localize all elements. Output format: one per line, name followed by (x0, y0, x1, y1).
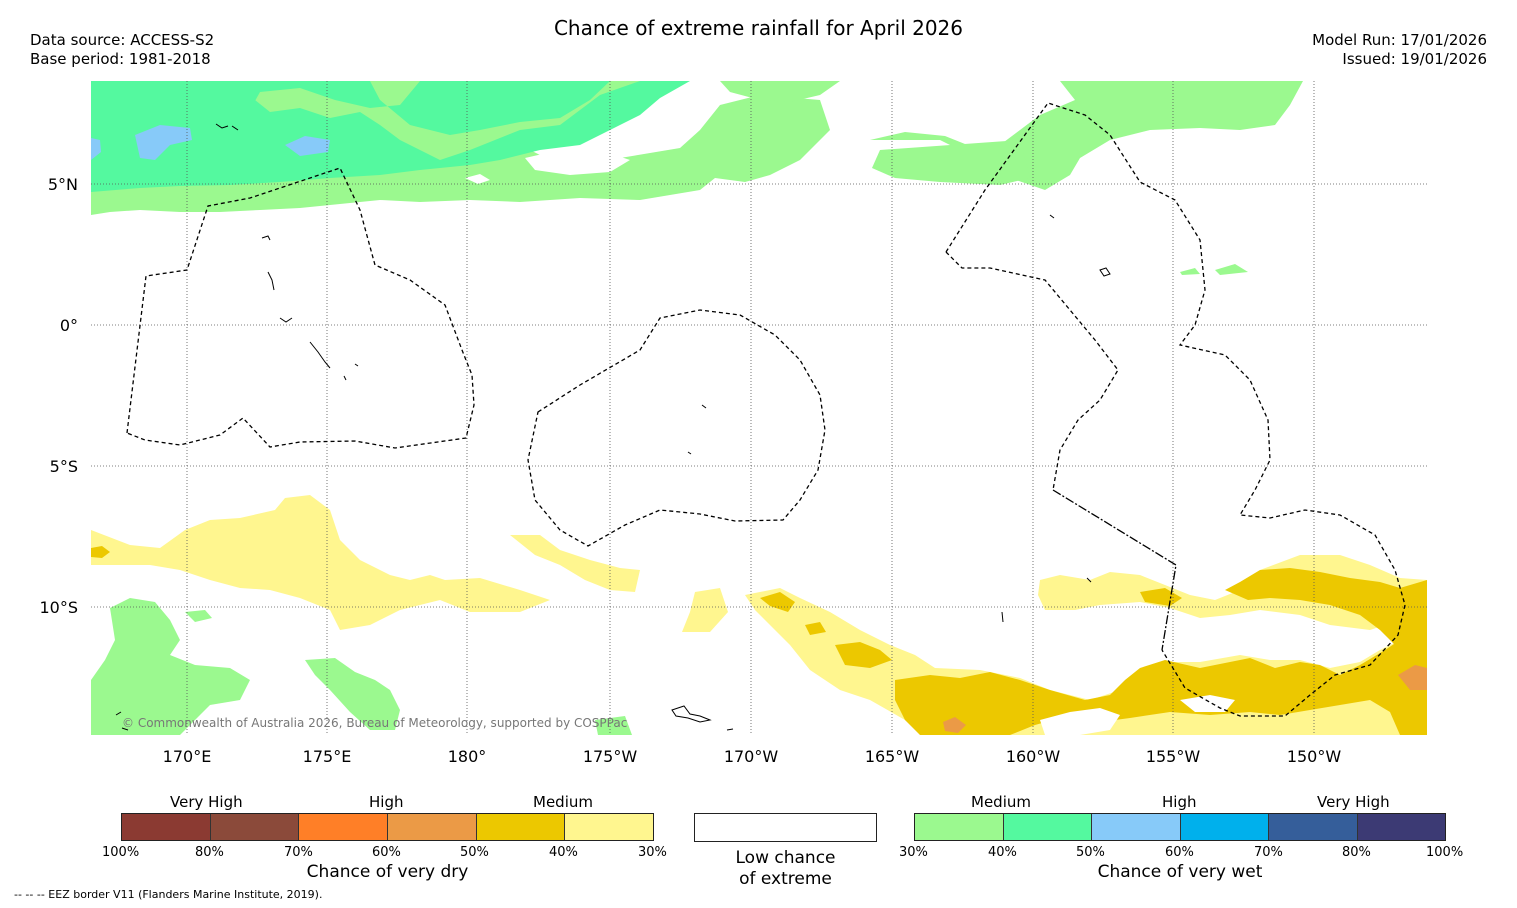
dry-tick-30: 30% (638, 845, 667, 860)
wet-region-south-west4 (595, 716, 632, 735)
dry-tick-50: 50% (460, 845, 489, 860)
wet-legend-header-very-high: Very High (1317, 793, 1390, 811)
dry-region-south-mid2 (682, 588, 728, 632)
dry-tick-60: 60% (372, 845, 401, 860)
lon-label-175e: 175°E (303, 747, 352, 766)
copyright-note: © Commonwealth of Australia 2026, Bureau… (122, 716, 628, 730)
graticule (91, 81, 1427, 735)
low-chance-swatch (694, 813, 877, 842)
white-hole-north (525, 150, 630, 175)
lon-label-175w: 175°W (583, 747, 638, 766)
white-hole-south-2 (1180, 695, 1235, 712)
dry-region-south-west (91, 495, 550, 630)
dry-swatch-4 (387, 814, 476, 840)
lon-label-180: 180° (448, 747, 487, 766)
dry-region-south-50c (91, 546, 110, 558)
white-hole-north-2 (465, 174, 490, 184)
dry-swatch-5 (475, 814, 565, 840)
lon-label-155w: 155°W (1146, 747, 1201, 766)
dry-region-south-40b (1225, 568, 1427, 645)
dry-legend-caption: Chance of very dry (306, 862, 469, 882)
dry-tick-70: 70% (284, 845, 313, 860)
dry-tick-40: 40% (549, 845, 578, 860)
lat-label-10s: 10°S (39, 598, 78, 617)
dry-swatch-1 (122, 814, 210, 840)
data-source-label: Data source: ACCESS-S2 (30, 31, 215, 49)
low-chance-caption-2: of extreme (739, 869, 832, 889)
dry-legend-header-high: High (369, 793, 404, 811)
dry-region-south-40e (805, 622, 826, 635)
lon-label-165w: 165°W (865, 747, 920, 766)
wet-legend-header-medium: Medium (971, 793, 1031, 811)
dry-region-south-40c (835, 642, 892, 668)
base-period-label: Base period: 1981-2018 (30, 50, 211, 68)
model-run-label: Model Run: 17/01/2026 (1312, 31, 1487, 49)
wet-swatch-6 (1356, 814, 1445, 840)
lat-label-5s: 5°S (50, 457, 78, 476)
dry-region-south-mid (510, 535, 640, 592)
low-chance-caption-1: Low chance (735, 848, 836, 868)
wet-tick-50: 50% (1076, 845, 1105, 860)
lon-label-160w: 160°W (1006, 747, 1061, 766)
wet-colorbar (914, 813, 1446, 841)
wet-tick-80: 80% (1342, 845, 1371, 860)
wet-region-north-50b (285, 136, 330, 156)
white-hole-south (1040, 708, 1120, 735)
page-title: Chance of extreme rainfall for April 202… (553, 16, 964, 40)
wet-region-north-50 (135, 125, 192, 160)
dry-colorbar (121, 813, 654, 841)
dry-swatch-2 (209, 814, 299, 840)
wet-region-north-50c (91, 138, 101, 160)
dry-region-south-east2 (1038, 555, 1427, 630)
dry-region-south-40 (895, 640, 1427, 735)
lat-label-0: 0° (60, 316, 78, 335)
eez-border-solid (1052, 489, 1177, 651)
lon-label-170e: 170°E (163, 747, 212, 766)
wet-region-north-40b (91, 81, 690, 192)
wet-patch-east (1180, 268, 1200, 275)
wet-region-north-4 (720, 81, 840, 102)
issued-label: Issued: 19/01/2026 (1342, 50, 1487, 68)
wet-region-south-west3 (185, 610, 212, 622)
wet-swatch-4 (1179, 814, 1268, 840)
lon-label-170w: 170°W (724, 747, 779, 766)
wet-tick-60: 60% (1165, 845, 1194, 860)
white-hole-south-3 (1090, 665, 1125, 688)
wet-legend-header-high: High (1162, 793, 1197, 811)
eez-borders (126, 102, 1406, 717)
islands (115, 123, 1111, 731)
dry-region-south-50b (943, 717, 966, 733)
dry-swatch-3 (298, 814, 388, 840)
wet-region-north-3 (872, 140, 1030, 185)
dry-swatch-6 (564, 814, 654, 840)
wet-swatch-3 (1091, 814, 1180, 840)
lat-label-5n: 5°N (48, 175, 78, 194)
dry-region-south-50 (1398, 665, 1427, 690)
wet-legend-caption: Chance of very wet (1097, 862, 1263, 882)
latitude-labels: 5°N 0° 5°S 10°S (39, 175, 78, 617)
wet-tick-30: 30% (899, 845, 928, 860)
dry-legend-header-very-high: Very High (170, 793, 243, 811)
wet-tick-40: 40% (988, 845, 1017, 860)
lon-label-150w: 150°W (1287, 747, 1342, 766)
wet-swatch-5 (1268, 814, 1357, 840)
map-area (91, 81, 1427, 735)
wet-tick-70: 70% (1254, 845, 1283, 860)
longitude-labels: 170°E 175°E 180° 175°W 170°W 165°W 160°W… (163, 747, 1342, 766)
wet-tick-100: 100% (1426, 845, 1464, 860)
wet-region-north-2 (870, 81, 1303, 190)
dry-legend-header-medium: Medium (533, 793, 593, 811)
wet-swatch-1 (915, 814, 1003, 840)
wet-region-south-west (91, 598, 250, 735)
eez-footnote: -- -- -- EEZ border V11 (Flanders Marine… (14, 888, 323, 901)
dry-region-south-40d (760, 592, 795, 612)
dry-tick-80: 80% (195, 845, 224, 860)
wet-swatch-2 (1002, 814, 1091, 840)
dry-tick-100: 100% (102, 845, 140, 860)
wet-patch-east-2 (1215, 264, 1248, 275)
wet-region-south-west2 (305, 658, 400, 730)
